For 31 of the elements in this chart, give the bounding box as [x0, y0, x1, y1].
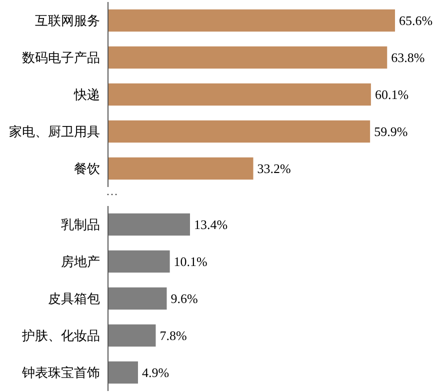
y-tick-label: 家电、厨卫用具	[9, 124, 100, 140]
y-tick-label: 皮具箱包	[48, 291, 100, 306]
data-label: 13.4%	[194, 217, 228, 232]
bar	[108, 46, 388, 69]
bar	[108, 287, 167, 310]
data-label: 60.1%	[374, 87, 409, 102]
bar	[108, 324, 156, 347]
y-tick-label: 餐饮	[74, 161, 100, 176]
data-label: 63.8%	[391, 50, 425, 66]
y-tick-label: 数码电子产品	[22, 50, 100, 66]
data-label: 7.8%	[160, 328, 187, 344]
y-tick-label: 房地产	[61, 254, 100, 270]
data-label: 10.1%	[174, 254, 208, 270]
bar	[108, 9, 395, 32]
y-tick-label: 乳制品	[61, 217, 100, 232]
data-label: 9.6%	[170, 291, 198, 306]
data-label: 4.9%	[142, 365, 170, 380]
bar	[108, 157, 254, 180]
y-tick-label: 快递	[73, 87, 100, 102]
data-label: 59.9%	[374, 124, 408, 140]
y-tick-label: 互联网服务	[35, 13, 100, 28]
bar	[108, 250, 170, 273]
data-label: 33.2%	[257, 161, 291, 176]
bar	[108, 213, 190, 236]
bar	[108, 83, 371, 106]
bar	[108, 361, 138, 384]
y-tick-label: 护肤、化妆品	[21, 328, 100, 344]
bar	[108, 120, 370, 143]
annotation: …	[106, 184, 118, 198]
data-label: 65.6%	[399, 13, 433, 28]
y-tick-label: 钟表珠宝首饰	[21, 365, 100, 380]
